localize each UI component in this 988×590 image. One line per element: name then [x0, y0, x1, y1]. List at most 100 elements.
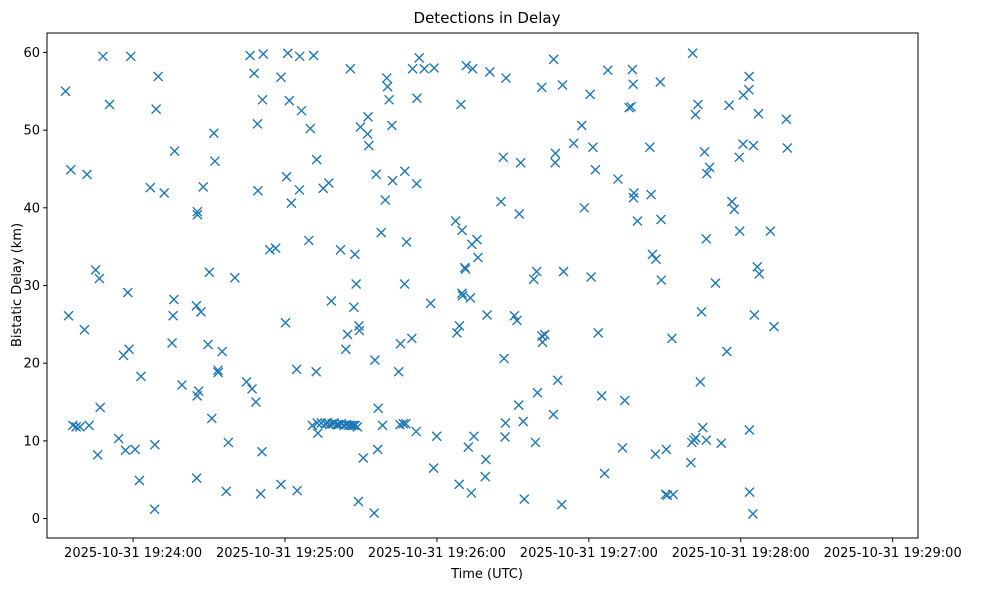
data-point-marker: [466, 487, 477, 498]
data-point-marker: [701, 168, 712, 179]
data-point-marker: [552, 375, 563, 386]
data-point-marker: [376, 227, 387, 238]
data-point-marker: [576, 120, 587, 131]
data-point-marker: [63, 310, 74, 321]
data-point-marker: [690, 432, 701, 443]
data-point-marker: [168, 310, 179, 321]
data-point-marker: [668, 489, 679, 500]
data-point-marker: [729, 204, 740, 215]
data-point-marker: [134, 475, 145, 486]
data-point-marker: [701, 435, 712, 446]
data-point-marker: [628, 192, 639, 203]
data-point-marker: [599, 468, 610, 479]
y-tick-label: 0: [32, 512, 40, 527]
data-point-marker: [135, 371, 146, 382]
data-point-marker: [275, 479, 286, 490]
data-point-marker: [509, 310, 520, 321]
data-point-marker: [748, 140, 759, 151]
data-point-marker: [303, 235, 314, 246]
data-point-marker: [354, 325, 365, 336]
data-point-marker: [362, 129, 373, 139]
data-point-marker: [369, 355, 380, 366]
data-point-marker: [428, 463, 439, 474]
data-point-marker: [646, 189, 657, 200]
data-point-marker: [579, 202, 590, 213]
data-point-marker: [353, 496, 364, 507]
y-tick-label: 40: [23, 201, 40, 216]
data-point-marker: [206, 413, 217, 424]
data-point-marker: [407, 63, 418, 74]
data-point-marker: [104, 99, 115, 110]
data-point-marker: [586, 271, 597, 282]
data-point-marker: [386, 120, 397, 131]
data-point-marker: [768, 321, 779, 332]
data-point-marker: [340, 344, 351, 355]
data-point-marker: [371, 169, 382, 180]
data-point-marker: [457, 290, 468, 301]
y-tick-label: 10: [23, 434, 40, 449]
data-point-marker: [79, 324, 90, 335]
data-point-marker: [326, 296, 337, 307]
data-point-marker: [395, 338, 406, 349]
data-point-marker: [500, 432, 511, 442]
data-point-marker: [647, 249, 658, 260]
data-point-marker: [499, 353, 510, 364]
data-point-marker: [550, 157, 561, 168]
data-point-marker: [617, 442, 628, 453]
data-point-marker: [685, 457, 696, 468]
data-point-marker: [122, 287, 133, 298]
data-point-marker: [74, 421, 85, 432]
data-point-marker: [513, 400, 524, 411]
y-axis-title: Bistatic Delay (km): [10, 223, 25, 347]
data-point-marker: [294, 51, 305, 62]
data-point-marker: [399, 166, 410, 177]
data-point-marker: [628, 79, 639, 90]
data-point-marker: [425, 298, 436, 309]
data-point-marker: [456, 225, 467, 236]
data-point-marker: [587, 142, 598, 153]
data-point-marker: [590, 164, 601, 175]
x-tick-label: 2025-10-31 19:26:00: [368, 546, 506, 561]
data-point-marker: [515, 157, 526, 168]
data-point-marker: [372, 444, 383, 455]
data-point-marker: [704, 162, 715, 173]
data-point-marker: [596, 390, 607, 401]
data-point-marker: [536, 82, 547, 93]
x-tick-label: 2025-10-31 19:24:00: [64, 546, 202, 561]
data-point-marker: [619, 395, 630, 406]
data-point-marker: [744, 71, 755, 82]
data-point-marker: [71, 421, 82, 432]
data-point-marker: [472, 252, 483, 263]
data-point-marker: [738, 139, 749, 150]
data-point-marker: [537, 337, 548, 348]
data-point-marker: [203, 339, 214, 350]
data-point-marker: [710, 278, 721, 289]
data-point-marker: [498, 152, 509, 163]
data-point-marker: [539, 329, 550, 340]
data-point-marker: [500, 418, 511, 429]
data-point-marker: [624, 102, 635, 113]
data-point-marker: [65, 164, 76, 175]
data-point-marker: [284, 95, 295, 106]
data-point-marker: [716, 438, 727, 449]
data-point-marker: [701, 233, 712, 244]
data-point-marker: [660, 489, 671, 500]
data-point-marker: [294, 184, 305, 195]
data-point-marker: [311, 154, 322, 165]
data-point-marker: [511, 315, 522, 326]
data-point-marker: [556, 499, 567, 510]
data-point-marker: [721, 346, 732, 357]
data-point-marker: [204, 267, 215, 278]
data-point-marker: [149, 439, 160, 450]
data-point-marker: [208, 128, 219, 139]
data-point-marker: [192, 206, 203, 217]
data-point-marker: [782, 142, 793, 153]
x-axis-title: Time (UTC): [450, 567, 523, 582]
data-point-marker: [346, 420, 357, 431]
data-point-marker: [398, 418, 409, 429]
data-point-marker: [363, 111, 374, 122]
data-point-marker: [241, 376, 252, 387]
data-point-marker: [113, 433, 124, 444]
data-point-marker: [245, 50, 256, 61]
